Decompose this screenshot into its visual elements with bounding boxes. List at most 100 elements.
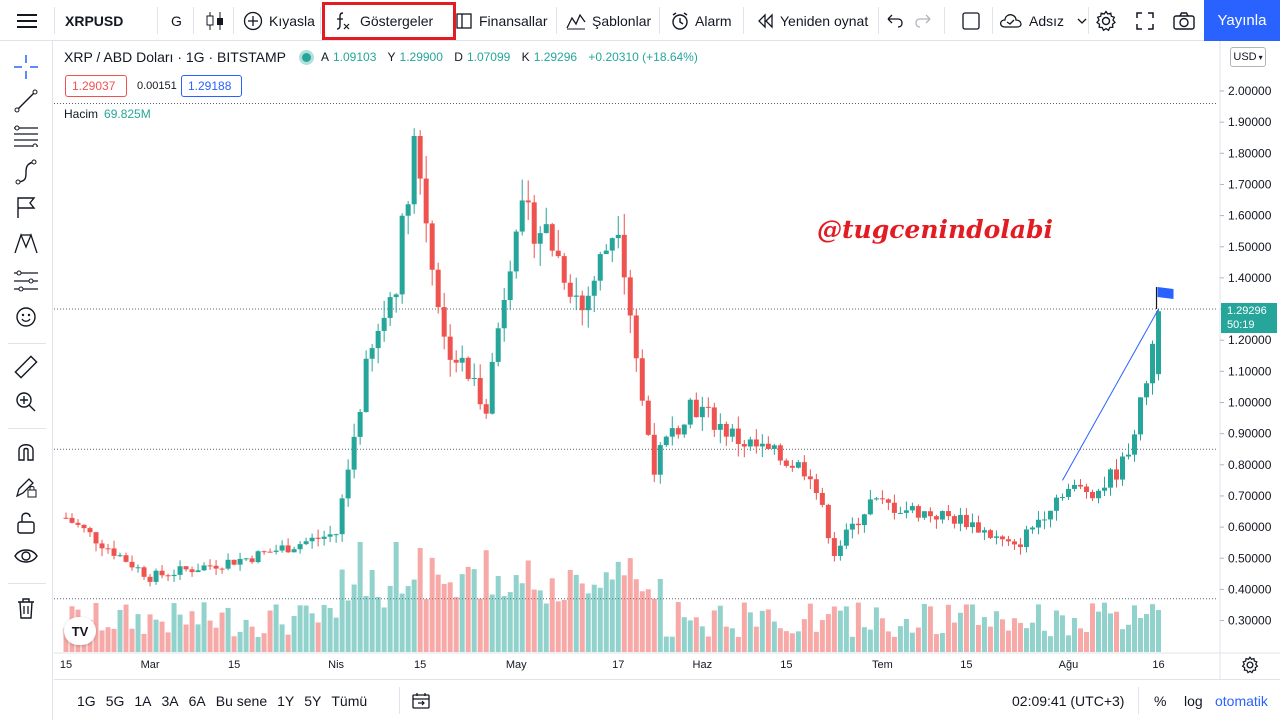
spread-value: 0.00151 — [137, 80, 177, 92]
trend-line-tool[interactable] — [12, 87, 40, 115]
volume-bar — [1101, 602, 1107, 652]
templates-button[interactable]: Şablonlar — [566, 0, 651, 41]
menu-button[interactable] — [0, 0, 54, 41]
replay-button[interactable]: Yeniden oynat — [756, 0, 868, 41]
remove-drawings[interactable] — [12, 594, 40, 622]
price-chart[interactable]: 0.30000 0.40000 0.50000 0.60000 0.70000 0.800… — [54, 41, 1280, 679]
range-button-5g[interactable]: 5G — [105, 692, 125, 709]
magnet-tool[interactable] — [12, 437, 40, 465]
time-tick-label: 15 — [960, 659, 972, 671]
candle-body — [333, 534, 339, 536]
layout-select-button[interactable] — [961, 0, 981, 41]
tradingview-logo[interactable]: TV — [64, 617, 96, 645]
emoji-tool[interactable] — [12, 303, 40, 331]
buy-button[interactable]: 1.29188 — [181, 75, 242, 97]
compare-button[interactable]: Kıyasla — [243, 0, 315, 41]
indicators-button[interactable]: Göstergeler — [334, 0, 433, 41]
xabcd-tool[interactable] — [12, 230, 40, 258]
price-axis[interactable]: 0.30000 0.40000 0.50000 0.60000 0.70000 0.800… — [1219, 41, 1272, 679]
candle-body — [1005, 539, 1011, 542]
lock-drawing-mode[interactable] — [12, 473, 40, 501]
range-button-1y[interactable]: 1Y — [277, 692, 295, 709]
volume-bar — [423, 599, 429, 652]
volume-bar — [177, 614, 183, 652]
range-button-tümü[interactable]: Tümü — [331, 692, 368, 709]
crosshair-tool[interactable] — [12, 53, 40, 81]
layout-name-button[interactable]: Adsız — [999, 0, 1088, 41]
candle-body — [819, 492, 825, 505]
range-button-bu-sene[interactable]: Bu sene — [215, 692, 268, 709]
candle-body — [933, 516, 939, 520]
candle-body — [585, 295, 591, 311]
range-button-6a[interactable]: 6A — [188, 692, 206, 709]
candle-body — [687, 399, 693, 425]
timezone-clock[interactable]: 02:09:41 (UTC+3) — [1012, 692, 1125, 709]
range-button-1a[interactable]: 1A — [134, 692, 152, 709]
currency-select[interactable]: USD ▾ — [1230, 47, 1266, 67]
chart-type-button[interactable] — [204, 0, 226, 41]
volume-bar — [1041, 630, 1047, 652]
volume-bar — [237, 631, 243, 652]
time-tick-label: Mar — [141, 659, 160, 671]
pattern-tool[interactable] — [12, 158, 40, 186]
volume-bar — [675, 602, 681, 652]
auto-scale-toggle[interactable]: otomatik — [1215, 692, 1268, 709]
percent-scale-toggle[interactable]: % — [1154, 692, 1167, 709]
price-tick-label: 0.90000 — [1228, 427, 1272, 441]
candle-body — [507, 271, 513, 301]
candle-body — [105, 548, 111, 550]
volume-bar — [1138, 618, 1144, 652]
trash-icon — [18, 598, 34, 619]
range-button-1g[interactable]: 1G — [77, 692, 96, 709]
volume-bar — [471, 569, 477, 652]
projection-tool[interactable] — [12, 267, 40, 295]
volume-bar — [783, 631, 789, 652]
fib-tool[interactable] — [12, 122, 40, 150]
range-button-3a[interactable]: 3A — [161, 692, 179, 709]
measure-tool[interactable] — [12, 353, 40, 381]
volume-bar — [969, 604, 975, 652]
volume-bar — [1113, 611, 1119, 652]
candle-body — [411, 136, 417, 205]
flag-tool[interactable] — [12, 194, 40, 222]
price-tick-label: 1.90000 — [1228, 115, 1272, 129]
hide-drawings[interactable] — [12, 542, 40, 570]
symbol-title[interactable]: XRP / ABD Doları · 1G · BITSTAMP — [64, 49, 286, 65]
alert-button[interactable]: Alarm — [670, 0, 732, 41]
time-axis[interactable]: 15 Mar 15 Nis 15 May 17 Haz 15 Tem 15 Ağu 16 — [54, 652, 1280, 671]
range-button-5y[interactable]: 5Y — [304, 692, 322, 709]
lock-all-drawings[interactable] — [12, 509, 40, 537]
candle-body — [675, 428, 681, 435]
trend-line-icon — [14, 89, 38, 113]
log-scale-toggle[interactable]: log — [1184, 692, 1203, 709]
publish-button[interactable]: Yayınla — [1204, 0, 1280, 41]
candle-body — [939, 511, 945, 520]
sell-button[interactable]: 1.29037 — [65, 75, 127, 97]
volume-bar — [363, 596, 369, 652]
settings-button[interactable] — [1095, 0, 1117, 41]
zoom-in-tool[interactable] — [12, 388, 40, 416]
pencil-lock-icon — [15, 478, 37, 498]
financials-button[interactable]: Finansallar — [455, 0, 547, 41]
redo-button[interactable] — [914, 0, 932, 41]
smiley-icon — [16, 307, 36, 327]
interval-button[interactable]: G — [171, 12, 182, 29]
go-to-date-button[interactable] — [411, 680, 431, 721]
candle-body — [855, 523, 861, 526]
candle-body — [681, 424, 687, 435]
snapshot-button[interactable] — [1172, 0, 1196, 41]
chart-settings-button[interactable] — [1241, 656, 1259, 679]
volume-bar — [1065, 635, 1071, 652]
symbol-search-button[interactable]: XRPUSD — [65, 12, 124, 29]
undo-button[interactable] — [886, 0, 904, 41]
volume-bar — [453, 597, 459, 652]
candle-body — [975, 522, 981, 533]
candle-body — [477, 378, 483, 405]
volume-bar — [1095, 611, 1101, 652]
volume-bar — [711, 610, 717, 652]
candle-body — [561, 256, 567, 283]
time-tick-label: 15 — [414, 659, 426, 671]
candle-body — [891, 502, 897, 513]
fullscreen-button[interactable] — [1135, 0, 1155, 41]
candle-body — [429, 223, 435, 270]
